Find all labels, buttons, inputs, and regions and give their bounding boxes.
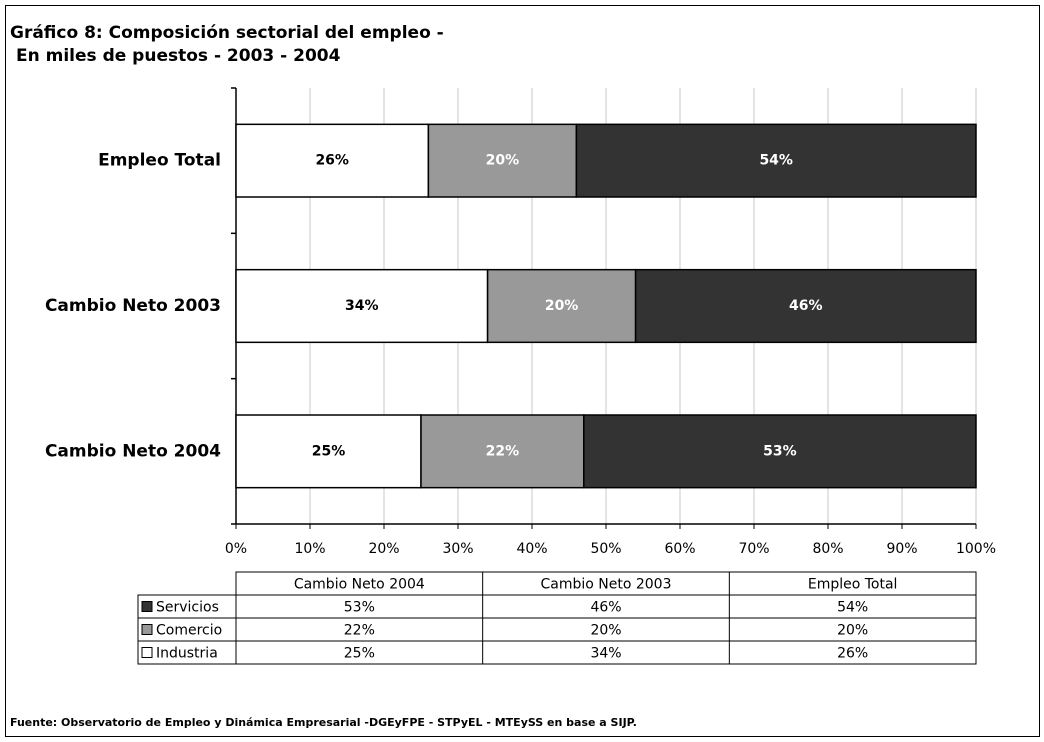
table-cell: 34%: [590, 646, 621, 662]
bar: [575, 123, 977, 198]
bar: [235, 123, 430, 198]
table-header: Cambio Neto 2004: [294, 577, 425, 593]
y-tick-label: Cambio Neto 2004: [45, 441, 221, 461]
y-tick-label: Empleo Total: [98, 151, 221, 171]
x-tick-label: 60%: [664, 541, 695, 557]
table-body-box: [137, 594, 977, 665]
y-tick-label: Cambio Neto 2003: [45, 296, 221, 316]
bar: [583, 414, 977, 489]
chart-title: Gráfico 8: Composición sectorial del emp…: [10, 23, 444, 43]
data-label: 25%: [312, 443, 346, 459]
table-cell: 20%: [837, 623, 868, 639]
table-cell: 25%: [344, 646, 375, 662]
table-cell: 26%: [837, 646, 868, 662]
chart-subtitle: En miles de puestos - 2003 - 2004: [16, 46, 341, 66]
data-label: 22%: [486, 443, 520, 459]
bar: [420, 414, 585, 489]
data-label: 26%: [315, 153, 349, 169]
bar: [634, 268, 977, 344]
x-tick-label: 50%: [590, 541, 621, 557]
data-label: 53%: [763, 443, 797, 459]
bar: [486, 268, 637, 344]
legend-label: Comercio: [156, 623, 222, 639]
table-cell: 46%: [590, 600, 621, 616]
bar: [235, 268, 489, 344]
table-cell: 53%: [344, 600, 375, 616]
x-tick-label: 70%: [738, 541, 769, 557]
footer: Fuente: Observatorio de Empleo y Dinámic…: [10, 716, 637, 729]
data-label: 20%: [545, 298, 579, 314]
bar: [235, 414, 422, 489]
x-tick-label: 100%: [956, 541, 996, 557]
x-tick-label: 80%: [812, 541, 843, 557]
x-tick-label: 20%: [368, 541, 399, 557]
legend-swatch: [141, 624, 153, 635]
legend-swatch: [141, 647, 153, 658]
legend-swatch: [141, 601, 153, 612]
x-tick-label: 0%: [225, 541, 247, 557]
bar: [427, 123, 578, 198]
x-tick-label: 10%: [294, 541, 325, 557]
table-header: Empleo Total: [808, 577, 898, 593]
table-cell: 22%: [344, 623, 375, 639]
x-tick-label: 30%: [442, 541, 473, 557]
x-tick-label: 40%: [516, 541, 547, 557]
data-label: 20%: [486, 153, 520, 169]
table-cell: 20%: [590, 623, 621, 639]
data-label: 46%: [789, 298, 823, 314]
table-cell: 54%: [837, 600, 868, 616]
legend-label: Industria: [156, 646, 218, 662]
data-label: 34%: [345, 298, 379, 314]
data-label: 54%: [759, 153, 793, 169]
legend-label: Servicios: [156, 600, 219, 616]
table-header: Cambio Neto 2003: [540, 577, 671, 593]
x-tick-label: 90%: [886, 541, 917, 557]
